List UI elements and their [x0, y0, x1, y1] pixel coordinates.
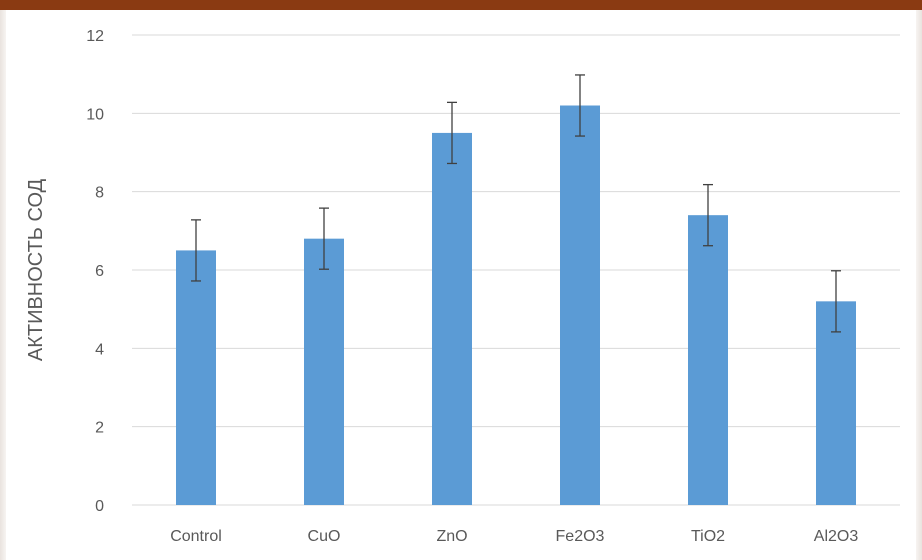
- bar-tio2: [688, 215, 728, 505]
- x-tick-label: Fe2O3: [556, 528, 605, 545]
- y-tick-label: 2: [95, 420, 104, 437]
- bars: [176, 105, 856, 505]
- error-bar: [319, 207, 329, 270]
- y-axis-label: АКТИВНОСТЬ СОД: [25, 178, 47, 361]
- error-bar: [191, 219, 201, 282]
- y-tick-labels: 0 2 4 6 8 10 12: [86, 28, 104, 515]
- bar-cuo: [304, 238, 344, 505]
- x-tick-label: Al2O3: [814, 528, 859, 545]
- gridlines: [132, 34, 900, 506]
- bar-zno: [432, 132, 472, 505]
- error-bar: [447, 101, 457, 165]
- error-bar: [703, 183, 713, 247]
- bar-fe2o3: [560, 105, 600, 505]
- error-bar: [831, 270, 841, 333]
- frame-top-border: [0, 0, 922, 10]
- x-tick-label: ZnO: [436, 528, 467, 545]
- error-bar: [575, 74, 585, 137]
- bar-al2o3: [816, 301, 856, 505]
- y-tick-label: 12: [86, 28, 104, 45]
- frame-right-border: [916, 10, 922, 560]
- x-tick-label: TiO2: [691, 528, 725, 545]
- y-tick-label: 10: [86, 106, 104, 123]
- y-tick-label: 0: [95, 498, 104, 515]
- y-tick-label: 6: [95, 263, 104, 280]
- x-tick-label: Control: [170, 528, 222, 545]
- bar-control: [176, 250, 216, 505]
- y-tick-label: 4: [95, 341, 104, 358]
- x-tick-labels: Control CuO ZnO Fe2O3 TiO2 Al2O3: [170, 528, 858, 545]
- y-tick-label: 8: [95, 185, 104, 202]
- frame-left-border: [0, 10, 6, 560]
- x-tick-label: CuO: [308, 528, 341, 545]
- error-bars: [191, 74, 841, 333]
